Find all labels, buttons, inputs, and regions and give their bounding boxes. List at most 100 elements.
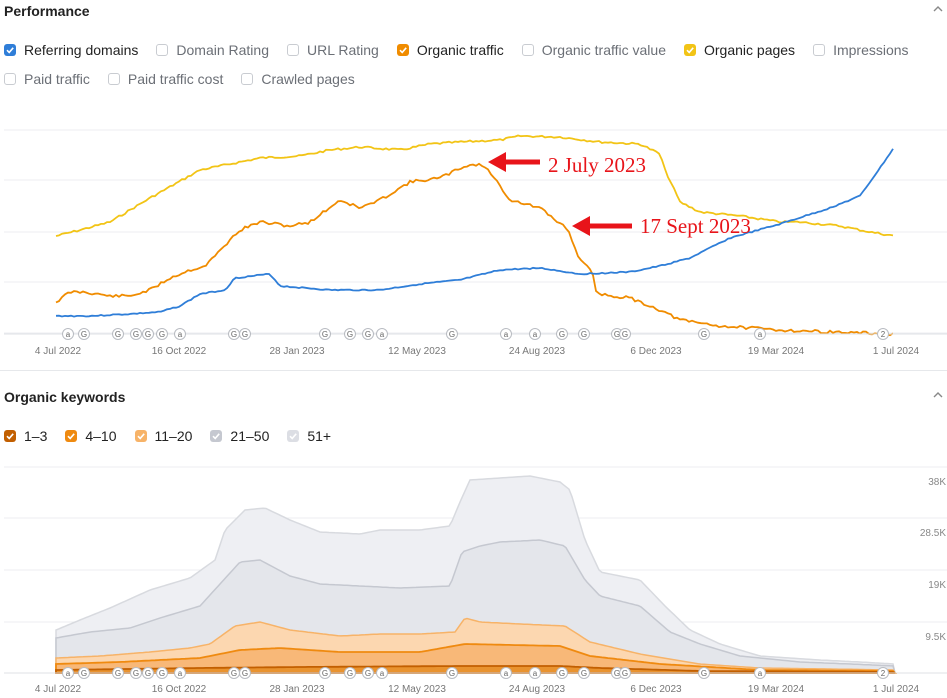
checkbox-label: 11–20 <box>154 428 193 444</box>
checkbox-1-3[interactable]: 1–3 <box>4 428 47 444</box>
annotation-marker[interactable]: a <box>174 667 186 679</box>
annotation-marker[interactable]: a <box>62 667 74 679</box>
organic-pages-line[interactable] <box>55 134 894 237</box>
chevron-up-icon[interactable] <box>933 4 943 14</box>
x-tick-label: 6 Dec 2023 <box>630 346 682 357</box>
google-update-marker[interactable]: G <box>362 328 374 340</box>
checkbox-11-20[interactable]: 11–20 <box>134 428 193 444</box>
marker-label: G <box>614 330 620 339</box>
google-update-marker[interactable]: G <box>344 667 356 679</box>
annotation-marker[interactable]: a <box>500 667 512 679</box>
checkbox-51[interactable]: 51+ <box>287 428 331 444</box>
annotation-marker[interactable]: a <box>376 328 388 340</box>
annotation-marker[interactable]: a <box>174 328 186 340</box>
checkbox-empty-icon[interactable] <box>287 44 299 56</box>
checkbox-paid-traffic-cost[interactable]: Paid traffic cost <box>107 71 223 87</box>
google-update-marker[interactable]: G <box>112 667 124 679</box>
google-update-marker[interactable]: G <box>228 328 240 340</box>
google-update-marker[interactable]: G <box>130 667 142 679</box>
checkbox-domain-rating[interactable]: Domain Rating <box>156 42 269 58</box>
annotation-marker[interactable]: a <box>529 667 541 679</box>
google-update-marker[interactable]: G <box>698 667 710 679</box>
marker-label: G <box>242 330 248 339</box>
google-update-marker[interactable]: G <box>228 667 240 679</box>
checkbox-label: Crawled pages <box>261 71 355 87</box>
annotation-marker[interactable]: a <box>529 328 541 340</box>
google-update-marker[interactable]: G <box>446 667 458 679</box>
google-update-marker[interactable]: G <box>78 328 90 340</box>
checkbox-organic-pages[interactable]: Organic pages <box>684 42 795 58</box>
checkbox-impressions[interactable]: Impressions <box>813 42 909 58</box>
marker-label: G <box>559 669 565 678</box>
google-update-marker[interactable]: G <box>362 667 374 679</box>
checkbox-label: Organic pages <box>704 42 796 58</box>
marker-label: a <box>533 330 538 339</box>
organic-traffic-line[interactable] <box>55 162 894 337</box>
google-update-marker[interactable]: G <box>142 328 154 340</box>
google-update-marker[interactable]: G <box>446 328 458 340</box>
checkbox-paid-traffic[interactable]: Paid traffic <box>4 71 90 87</box>
annotation-marker[interactable]: a <box>62 328 74 340</box>
check-icon[interactable] <box>684 44 696 56</box>
checkbox-organic-traffic[interactable]: Organic traffic <box>396 42 504 58</box>
checkbox-empty-icon[interactable] <box>241 73 254 85</box>
checkbox-empty-icon[interactable] <box>107 73 120 85</box>
annotation-marker[interactable]: a <box>754 328 766 340</box>
google-update-marker[interactable]: G <box>156 667 168 679</box>
google-update-marker[interactable]: G <box>130 328 142 340</box>
google-update-marker[interactable]: G <box>578 328 590 340</box>
google-update-marker[interactable]: G <box>112 328 124 340</box>
google-update-marker[interactable]: G <box>319 667 331 679</box>
marker-label: G <box>701 669 707 678</box>
google-update-marker[interactable]: G <box>78 667 90 679</box>
checkbox-url-rating[interactable]: URL Rating <box>287 42 379 58</box>
checkbox-21-50[interactable]: 21–50 <box>210 428 269 444</box>
checkbox-empty-icon[interactable] <box>156 44 169 56</box>
check-icon[interactable] <box>4 430 16 442</box>
checkbox-organic-traffic-value[interactable]: Organic traffic value <box>521 42 666 58</box>
checkbox-4-10[interactable]: 4–10 <box>65 428 117 444</box>
annotation-marker[interactable]: a <box>500 328 512 340</box>
annotation-marker[interactable]: 2 <box>877 667 889 679</box>
marker-label: G <box>581 330 587 339</box>
chevron-up-icon[interactable] <box>933 390 943 400</box>
x-tick-label: 16 Oct 2022 <box>152 684 207 695</box>
check-icon[interactable] <box>65 430 78 442</box>
checkbox-label: Paid traffic <box>24 71 90 87</box>
marker-label: G <box>159 669 165 678</box>
google-update-marker[interactable]: G <box>698 328 710 340</box>
checkbox-empty-icon[interactable] <box>521 44 534 56</box>
google-update-marker[interactable]: G <box>619 667 631 679</box>
annotation-marker[interactable]: 2 <box>877 328 889 340</box>
checkbox-crawled-pages[interactable]: Crawled pages <box>241 71 355 87</box>
annotation-marker[interactable]: a <box>754 667 766 679</box>
google-update-marker[interactable]: G <box>619 328 631 340</box>
google-update-marker[interactable]: G <box>344 328 356 340</box>
check-icon[interactable] <box>210 430 223 442</box>
performance-metrics-row-2: Paid traffic Paid traffic cost Crawled pag… <box>4 71 373 87</box>
marker-label: G <box>81 330 87 339</box>
marker-label: a <box>380 330 385 339</box>
check-icon[interactable] <box>4 44 16 56</box>
checkbox-label: Organic traffic <box>416 42 504 58</box>
checkbox-empty-icon[interactable] <box>4 73 16 85</box>
google-update-marker[interactable]: G <box>578 667 590 679</box>
google-update-marker[interactable]: G <box>239 328 251 340</box>
annotation-marker[interactable]: a <box>376 667 388 679</box>
marker-label: G <box>622 669 628 678</box>
checkbox-referring-domains[interactable]: Referring domains <box>4 42 138 58</box>
check-icon[interactable] <box>287 430 300 442</box>
checkbox-empty-icon[interactable] <box>813 44 826 56</box>
google-update-marker[interactable]: G <box>319 328 331 340</box>
marker-label: G <box>145 330 151 339</box>
google-update-marker[interactable]: G <box>142 667 154 679</box>
check-icon[interactable] <box>396 44 409 56</box>
google-update-marker[interactable]: G <box>556 667 568 679</box>
google-update-marker[interactable]: G <box>556 328 568 340</box>
google-update-marker[interactable]: G <box>156 328 168 340</box>
referring-domains-line[interactable] <box>55 148 894 318</box>
google-update-marker[interactable]: G <box>239 667 251 679</box>
check-icon[interactable] <box>134 430 147 442</box>
